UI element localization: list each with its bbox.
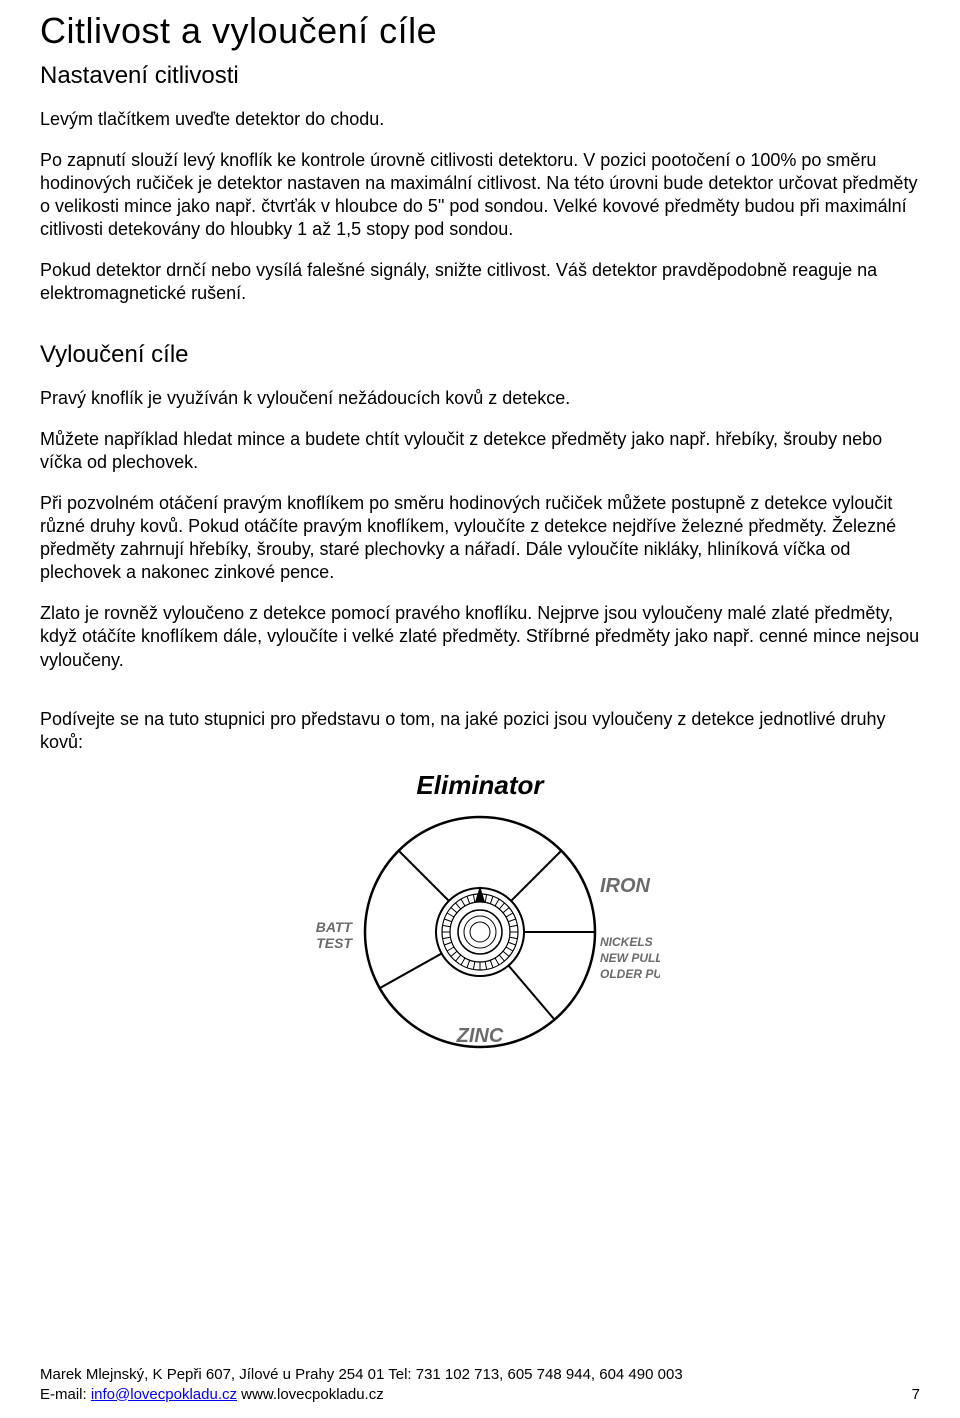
page-number: 7: [912, 1385, 920, 1405]
footer-email-prefix: E-mail:: [40, 1386, 91, 1403]
dial-iron: IRON: [600, 875, 651, 897]
footer-web: www.lovecpokladu.cz: [237, 1386, 384, 1403]
dial-knob: [436, 886, 524, 976]
eliminator-dial: Eliminator BATT TEST IRON: [40, 772, 920, 1057]
section1-p2: Po zapnutí slouží levý knoflík ke kontro…: [40, 149, 920, 241]
section1-p3: Pokud detektor drnčí nebo vysílá falešné…: [40, 259, 920, 305]
dial-newpull: NEW PULL TABS: [600, 951, 660, 965]
page-title: Citlivost a vyloučení cíle: [40, 10, 920, 52]
section1-heading: Nastavení citlivosti: [40, 62, 920, 90]
section2-heading: Vyloučení cíle: [40, 341, 920, 369]
section2-p3: Při pozvolném otáčení pravým knoflíkem p…: [40, 492, 920, 584]
section1-p1: Levým tlačítkem uveďte detektor do chodu…: [40, 108, 920, 131]
eliminator-dial-svg: Eliminator BATT TEST IRON: [300, 772, 660, 1052]
footer-line2: E-mail: info@lovecpokladu.cz www.lovecpo…: [40, 1385, 384, 1405]
section2-p2: Můžete například hledat mince a budete c…: [40, 428, 920, 474]
dial-nickels: NICKELS: [600, 935, 653, 949]
section2-p4: Zlato je rovněž vyloučeno z detekce pomo…: [40, 602, 920, 671]
footer-line1: Marek Mlejnský, K Pepři 607, Jílové u Pr…: [40, 1365, 920, 1385]
dial-oldpull: OLDER PULL TABS: [600, 967, 660, 981]
dial-title: Eliminator: [416, 772, 545, 800]
page-footer: Marek Mlejnský, K Pepři 607, Jílové u Pr…: [40, 1365, 920, 1404]
footer-email-link[interactable]: info@lovecpokladu.cz: [91, 1386, 237, 1403]
dial-zinc: ZINC: [456, 1025, 504, 1047]
section2-p1: Pravý knoflík je využíván k vyloučení ne…: [40, 387, 920, 410]
dial-batt2: TEST: [316, 935, 353, 951]
section2-p5: Podívejte se na tuto stupnici pro předst…: [40, 708, 920, 754]
dial-batt1: BATT: [316, 919, 354, 935]
